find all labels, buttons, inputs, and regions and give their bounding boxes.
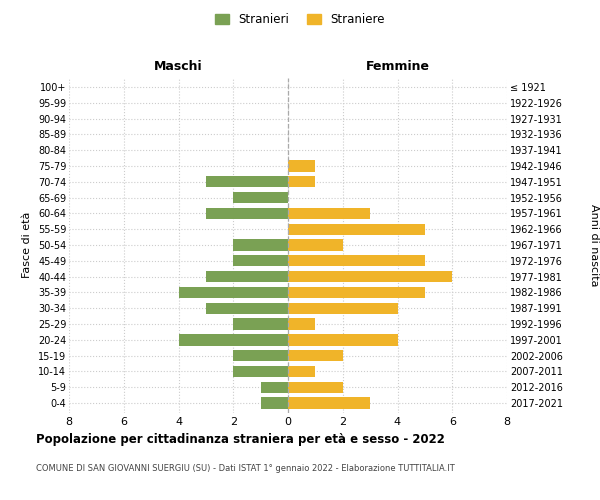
Bar <box>233 240 288 250</box>
Bar <box>233 318 288 330</box>
Bar <box>288 382 343 393</box>
Bar <box>288 398 370 408</box>
Bar <box>288 271 452 282</box>
Bar <box>233 192 288 203</box>
Bar <box>288 240 343 250</box>
Bar <box>288 334 398 345</box>
Bar <box>233 255 288 266</box>
Bar <box>233 350 288 362</box>
Bar <box>260 382 288 393</box>
Bar <box>288 350 343 362</box>
Bar <box>288 255 425 266</box>
Bar <box>206 176 288 188</box>
Text: Femmine: Femmine <box>365 60 430 73</box>
Bar <box>288 160 316 172</box>
Bar <box>288 208 370 219</box>
Bar <box>206 271 288 282</box>
Bar <box>260 398 288 408</box>
Y-axis label: Fasce di età: Fasce di età <box>22 212 32 278</box>
Bar <box>206 208 288 219</box>
Bar <box>206 302 288 314</box>
Text: Maschi: Maschi <box>154 60 203 73</box>
Bar <box>179 286 288 298</box>
Bar <box>288 224 425 235</box>
Text: Popolazione per cittadinanza straniera per età e sesso - 2022: Popolazione per cittadinanza straniera p… <box>36 432 445 446</box>
Legend: Stranieri, Straniere: Stranieri, Straniere <box>210 8 390 31</box>
Text: COMUNE DI SAN GIOVANNI SUERGIU (SU) - Dati ISTAT 1° gennaio 2022 - Elaborazione : COMUNE DI SAN GIOVANNI SUERGIU (SU) - Da… <box>36 464 455 473</box>
Bar <box>233 366 288 377</box>
Text: Anni di nascita: Anni di nascita <box>589 204 599 286</box>
Bar <box>288 366 316 377</box>
Bar <box>288 318 316 330</box>
Bar <box>288 176 316 188</box>
Bar <box>288 286 425 298</box>
Bar <box>179 334 288 345</box>
Bar <box>288 302 398 314</box>
